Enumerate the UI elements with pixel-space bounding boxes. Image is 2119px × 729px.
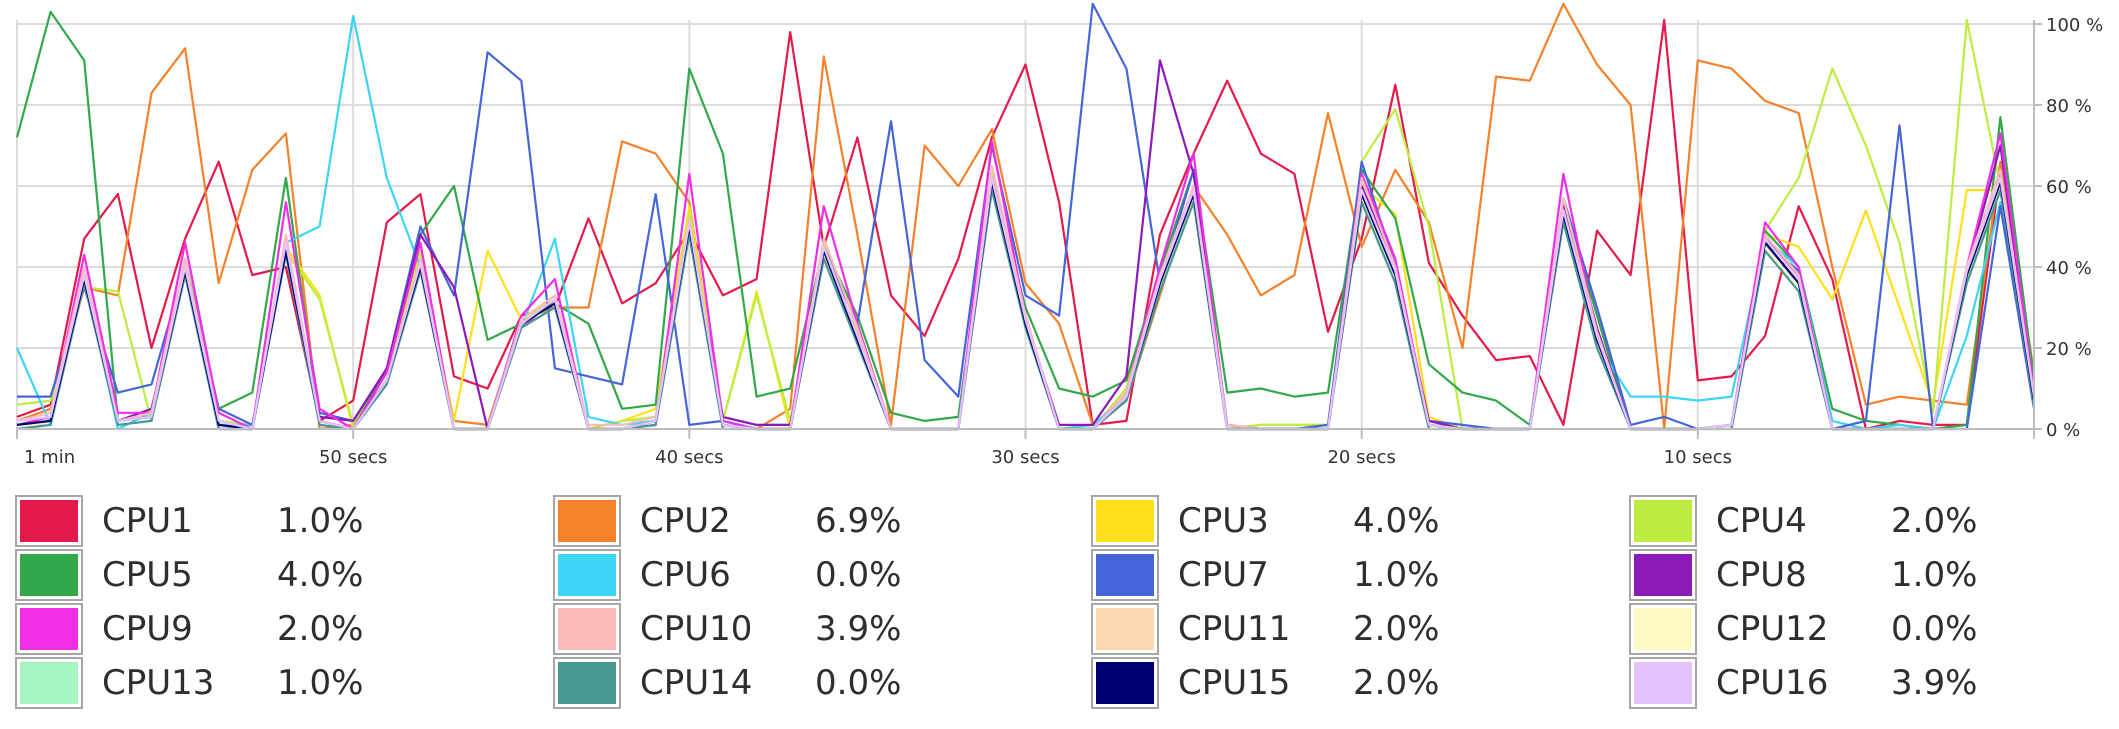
legend-item-cpu15[interactable]: CPU15 2.0% <box>1091 656 1591 712</box>
legend-item-cpu11[interactable]: CPU11 2.0% <box>1091 602 1591 658</box>
cpu-usage-value: 1.0% <box>277 501 364 541</box>
color-swatch[interactable] <box>15 495 83 547</box>
cpu-usage-value: 2.0% <box>1353 609 1440 649</box>
x-tick-label: 40 secs <box>655 447 723 468</box>
color-swatch[interactable] <box>553 603 621 655</box>
x-tick-label: 30 secs <box>991 447 1059 468</box>
cpu-usage-value: 3.9% <box>1891 663 1978 703</box>
series-line-cpu1 <box>16 18 2036 431</box>
color-swatch-fill <box>1096 608 1154 650</box>
legend-item-cpu3[interactable]: CPU3 4.0% <box>1091 494 1591 550</box>
legend-item-cpu7[interactable]: CPU7 1.0% <box>1091 548 1591 604</box>
cpu-name-label: CPU13 <box>102 663 215 703</box>
y-tick-label: 80 % <box>2046 96 2092 117</box>
color-swatch-fill <box>558 608 616 650</box>
cpu-usage-value: 2.0% <box>1891 501 1978 541</box>
color-swatch-fill <box>1096 662 1154 704</box>
color-swatch[interactable] <box>15 657 83 709</box>
legend-item-cpu8[interactable]: CPU8 1.0% <box>1629 548 2119 604</box>
cpu-name-label: CPU1 <box>102 501 193 541</box>
color-swatch[interactable] <box>1629 603 1697 655</box>
color-swatch-fill <box>20 662 78 704</box>
color-swatch-fill <box>558 500 616 542</box>
color-swatch[interactable] <box>553 495 621 547</box>
legend-item-cpu5[interactable]: CPU5 4.0% <box>15 548 515 604</box>
cpu-name-label: CPU2 <box>640 501 731 541</box>
color-swatch[interactable] <box>1629 657 1697 709</box>
cpu-usage-value: 4.0% <box>277 555 364 595</box>
cpu-name-label: CPU15 <box>1178 663 1291 703</box>
y-tick-label: 40 % <box>2046 258 2092 279</box>
color-swatch[interactable] <box>1091 549 1159 601</box>
cpu-name-label: CPU5 <box>102 555 193 595</box>
legend-item-cpu2[interactable]: CPU2 6.9% <box>553 494 1053 550</box>
legend-item-cpu1[interactable]: CPU1 1.0% <box>15 494 515 550</box>
x-axis-ticks: 1 min 50 secs 40 secs 30 secs 20 secs 10 secs <box>16 429 1732 468</box>
color-swatch-fill <box>1634 500 1692 542</box>
color-swatch-fill <box>20 554 78 596</box>
y-tick-label: 20 % <box>2046 339 2092 360</box>
color-swatch-fill <box>1634 662 1692 704</box>
cpu-usage-value: 0.0% <box>1891 609 1978 649</box>
y-axis-ticks: 100 % 80 % 60 % 40 % 20 % 0 % <box>2034 15 2103 441</box>
color-swatch[interactable] <box>15 603 83 655</box>
cpu-name-label: CPU8 <box>1716 555 1807 595</box>
legend-item-cpu12[interactable]: CPU12 0.0% <box>1629 602 2119 658</box>
cpu-name-label: CPU4 <box>1716 501 1807 541</box>
color-swatch-fill <box>1096 500 1154 542</box>
legend-item-cpu4[interactable]: CPU4 2.0% <box>1629 494 2119 550</box>
cpu-usage-value: 2.0% <box>277 609 364 649</box>
color-swatch-fill <box>558 662 616 704</box>
legend-item-cpu16[interactable]: CPU16 3.9% <box>1629 656 2119 712</box>
color-swatch-fill <box>558 554 616 596</box>
cpu-history-chart: 1 min 50 secs 40 secs 30 secs 20 secs 10 secs… <box>15 2 2103 468</box>
color-swatch[interactable] <box>553 549 621 601</box>
cpu-usage-value: 1.0% <box>277 663 364 703</box>
cpu-usage-value: 0.0% <box>815 663 902 703</box>
color-swatch-fill <box>1634 608 1692 650</box>
x-tick-label: 10 secs <box>1664 447 1732 468</box>
color-swatch-fill <box>1634 554 1692 596</box>
cpu-name-label: CPU10 <box>640 609 753 649</box>
y-tick-label: 0 % <box>2046 420 2080 441</box>
y-tick-label: 60 % <box>2046 177 2092 198</box>
y-tick-label: 100 % <box>2046 15 2103 36</box>
legend-item-cpu9[interactable]: CPU9 2.0% <box>15 602 515 658</box>
cpu-usage-value: 6.9% <box>815 501 902 541</box>
color-swatch-fill <box>1096 554 1154 596</box>
color-swatch[interactable] <box>1091 657 1159 709</box>
x-tick-label: 50 secs <box>319 447 387 468</box>
legend-item-cpu10[interactable]: CPU10 3.9% <box>553 602 1053 658</box>
color-swatch-fill <box>20 500 78 542</box>
color-swatch[interactable] <box>553 657 621 709</box>
x-tick-label: 20 secs <box>1327 447 1395 468</box>
cpu-usage-value: 3.9% <box>815 609 902 649</box>
color-swatch[interactable] <box>1629 549 1697 601</box>
legend-item-cpu14[interactable]: CPU14 0.0% <box>553 656 1053 712</box>
cpu-name-label: CPU16 <box>1716 663 1829 703</box>
color-swatch[interactable] <box>1091 603 1159 655</box>
x-tick-label: 1 min <box>24 447 75 468</box>
cpu-name-label: CPU6 <box>640 555 731 595</box>
cpu-usage-value: 1.0% <box>1891 555 1978 595</box>
cpu-usage-value: 4.0% <box>1353 501 1440 541</box>
legend-item-cpu6[interactable]: CPU6 0.0% <box>553 548 1053 604</box>
cpu-usage-value: 1.0% <box>1353 555 1440 595</box>
cpu-name-label: CPU14 <box>640 663 753 703</box>
color-swatch[interactable] <box>1091 495 1159 547</box>
color-swatch[interactable] <box>15 549 83 601</box>
cpu-name-label: CPU3 <box>1178 501 1269 541</box>
color-swatch[interactable] <box>1629 495 1697 547</box>
cpu-usage-value: 2.0% <box>1353 663 1440 703</box>
cpu-usage-value: 0.0% <box>815 555 902 595</box>
legend-item-cpu13[interactable]: CPU13 1.0% <box>15 656 515 712</box>
cpu-name-label: CPU11 <box>1178 609 1291 649</box>
cpu-name-label: CPU9 <box>102 609 193 649</box>
cpu-name-label: CPU7 <box>1178 555 1269 595</box>
cpu-name-label: CPU12 <box>1716 609 1829 649</box>
color-swatch-fill <box>20 608 78 650</box>
